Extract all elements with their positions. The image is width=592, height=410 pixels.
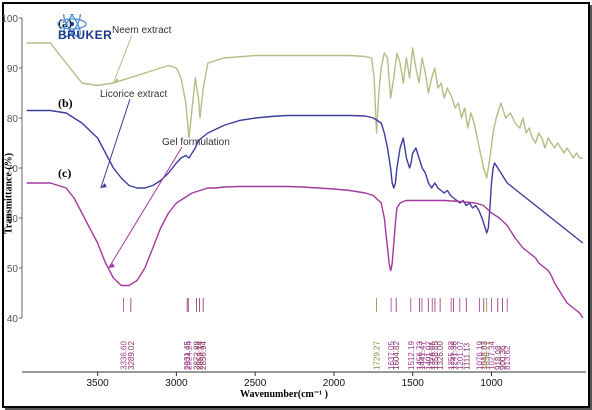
- annotation-arrowhead-2: [108, 263, 115, 268]
- y-tick-label: 40: [7, 314, 19, 325]
- panel-label-b: (b): [58, 96, 73, 110]
- peak-label: 1401.07: [424, 341, 433, 370]
- y-tick-label: 90: [7, 64, 19, 75]
- peak-label: 1030.21: [483, 341, 492, 370]
- peak-label: 1604.82: [392, 341, 401, 370]
- x-tick-label: 2000: [323, 378, 346, 389]
- peak-label: 1048.83: [480, 341, 489, 370]
- annotation-arrow-0: [112, 34, 133, 84]
- annotation-label-1: Licorice extract: [100, 89, 167, 100]
- peak-label: 1201.07: [456, 341, 465, 370]
- peak-label: 3336.60: [119, 341, 128, 370]
- peak-label: 2872.88: [192, 341, 201, 370]
- y-tick-label: 100: [1, 14, 18, 25]
- panel-label-c: (c): [58, 166, 71, 180]
- peak-label: 1326.00: [436, 341, 445, 370]
- bruker-logo-text: BRUKER: [58, 28, 113, 42]
- series-layer: [26, 42, 584, 319]
- peak-label: 900.36: [499, 345, 508, 370]
- peak-label: 918.08: [494, 345, 503, 370]
- annotation-label-2: Gel formulation: [162, 137, 230, 148]
- annotation-arrowhead-1: [100, 183, 107, 188]
- y-tick-label: 80: [7, 114, 19, 125]
- series-line-b: [26, 109, 584, 244]
- peak-label: 2924.24: [184, 341, 193, 370]
- peak-label: 1456.73: [416, 341, 425, 370]
- y-tick-label: 60: [7, 214, 19, 225]
- peak-label: 1241.38: [449, 341, 458, 370]
- peak-label: 1376.05: [428, 341, 437, 370]
- annotation-arrow-1: [100, 98, 131, 189]
- y-tick-label: 50: [7, 264, 19, 275]
- x-axis-label: Wavenumber(cm⁻¹ ): [240, 389, 328, 400]
- y-tick-label: 70: [7, 164, 19, 175]
- x-tick-label: 2500: [244, 378, 267, 389]
- peak-label: 1637.05: [387, 341, 396, 370]
- annotation-arrowhead-0: [113, 78, 120, 83]
- peak-label: 1729.27: [373, 341, 382, 370]
- peak-label: 1076.19: [475, 341, 484, 370]
- bruker-logo-icon: [57, 14, 87, 38]
- annotation-arrow-2: [108, 146, 183, 269]
- series-line-a: [26, 42, 583, 179]
- peak-label: 2853.14: [196, 341, 205, 370]
- peak-label: 1027.34: [487, 341, 496, 370]
- axes: 100 90 80 70 60 50 40 3500 3000 2500 2000 1500 1000: [1, 14, 586, 389]
- x-tick-label: 3000: [165, 378, 188, 389]
- series-line-c: [26, 182, 584, 319]
- annotation-label-0: Neem extract: [112, 25, 172, 36]
- x-tick-label: 3500: [86, 378, 109, 389]
- peak-label: 1255.82: [447, 341, 456, 370]
- y-axis-label: Transmittance (%): [3, 152, 15, 235]
- peak-label: 1111.13: [462, 342, 471, 370]
- y-axis-label-box: Transmittance (%): [3, 148, 17, 248]
- peak-label: 1441.47: [418, 341, 427, 370]
- peak-label: 2856.94: [199, 341, 208, 370]
- x-tick-label: 1500: [402, 378, 425, 389]
- peak-label: 1358.85: [431, 341, 440, 370]
- peak-label: 1512.19: [407, 341, 416, 370]
- x-tick-label: 1000: [480, 378, 503, 389]
- peak-label: 2931.45: [183, 341, 192, 370]
- peak-label: 813.62: [503, 345, 512, 370]
- peak-label: 3289.02: [127, 341, 136, 370]
